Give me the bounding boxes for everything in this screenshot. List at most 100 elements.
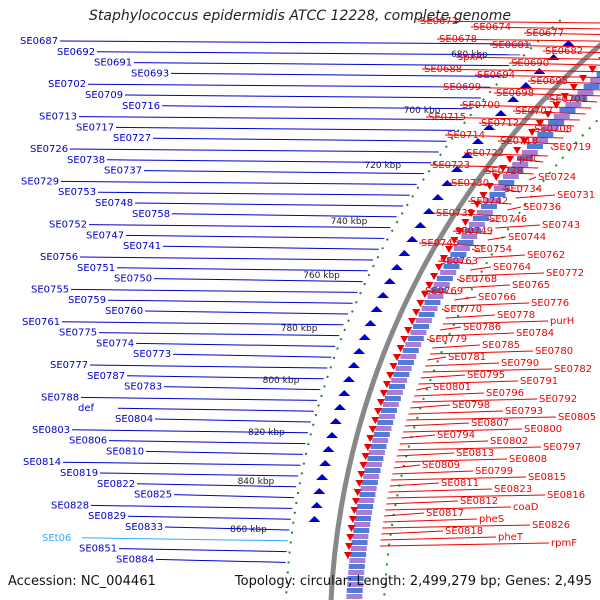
- left-strand-arrow: [338, 390, 351, 396]
- right-label-connector: [441, 308, 449, 313]
- right-gene-label: SE0813: [456, 448, 494, 459]
- left-strand-arrow: [310, 502, 323, 508]
- topology-text: Topology: circular; Length: 2,499,279 bp…: [234, 574, 592, 589]
- left-label-connector: [171, 213, 397, 218]
- right-gene-label: SE0786: [463, 322, 501, 333]
- left-label-connector: [69, 148, 439, 153]
- right-gene-label: SE0784: [516, 328, 554, 339]
- right-label-connector: [455, 56, 600, 60]
- gene-segment: [521, 150, 538, 155]
- left-label-connector: [155, 558, 286, 563]
- kbp-tick-label: 680 kbp: [451, 50, 488, 60]
- left-label-connector: [154, 418, 311, 423]
- right-label-connector: [497, 140, 559, 145]
- right-gene-label: SE0778: [497, 310, 535, 321]
- left-label-connector: [153, 278, 363, 283]
- left-gene-label: SE0691: [94, 58, 132, 69]
- left-strand-arrow: [319, 460, 332, 466]
- right-strand-arrow: [347, 525, 356, 532]
- kbp-tick-label: 720 kbp: [364, 161, 401, 171]
- right-gene-label: SE0812: [460, 496, 498, 507]
- right-gene-label: SE0762: [527, 250, 565, 261]
- gene-segment: [350, 552, 367, 557]
- gene-segment: [427, 294, 444, 299]
- right-label-connector: [425, 362, 500, 367]
- gene-segment: [363, 474, 380, 479]
- right-gene-label: SE0796: [486, 388, 524, 399]
- left-label-connector: [136, 483, 297, 488]
- left-label-connector: [97, 191, 410, 196]
- left-label-connector: [60, 180, 417, 185]
- right-gene-label: SE0765: [512, 280, 550, 291]
- left-strand-arrow: [383, 278, 396, 284]
- right-strand-arrow: [400, 336, 409, 343]
- gene-segment: [457, 240, 474, 245]
- left-gene-label: SE0741: [123, 241, 161, 252]
- gene-segment: [571, 96, 588, 101]
- right-strand-arrow: [416, 300, 425, 307]
- gene-segment: [421, 306, 438, 311]
- right-label-connector: [383, 518, 478, 523]
- right-label-connector: [478, 122, 575, 127]
- left-strand-arrow: [494, 110, 507, 116]
- gene-segment: [413, 324, 430, 329]
- gene-segment: [349, 558, 366, 563]
- gene-segment: [356, 510, 373, 515]
- gene-segment: [347, 582, 364, 587]
- right-strand-arrow: [569, 84, 578, 91]
- left-label-connector: [80, 396, 317, 401]
- right-label-connector: [410, 404, 451, 409]
- right-gene-label: SE0779: [429, 334, 467, 345]
- right-label-connector: [523, 32, 600, 36]
- left-strand-arrow: [370, 306, 383, 312]
- gene-segment: [410, 330, 427, 335]
- right-strand-arrow: [374, 408, 383, 415]
- right-label-connector: [489, 44, 600, 48]
- gene-segment: [577, 90, 594, 95]
- right-label-connector: [395, 458, 508, 463]
- right-gene-label: SE0770: [444, 304, 482, 315]
- left-strand-arrow: [414, 222, 427, 228]
- right-label-connector: [432, 344, 481, 349]
- left-gene-label: SE0747: [86, 230, 124, 241]
- left-label-connector: [127, 515, 291, 520]
- right-label-connector: [381, 530, 444, 535]
- left-strand-arrow: [483, 124, 496, 130]
- left-gene-label: SE0751: [77, 263, 115, 274]
- left-strand-arrow: [329, 418, 342, 424]
- gene-segment: [384, 396, 401, 401]
- left-gene-label: SE0810: [106, 446, 144, 457]
- right-gene-label: SE0749: [455, 226, 493, 237]
- left-gene-label: SE0716: [122, 101, 160, 112]
- map-title: Staphylococcus epidermidis ATCC 12228, c…: [88, 8, 511, 24]
- gene-segment: [489, 192, 506, 197]
- right-label-connector: [474, 74, 600, 79]
- right-strand-arrow: [520, 138, 529, 145]
- right-gene-label: SE0701: [549, 94, 587, 105]
- gene-segment: [468, 222, 485, 227]
- left-label-connector: [118, 548, 287, 553]
- right-gene-label: SE0795: [467, 370, 505, 381]
- right-label-connector: [392, 470, 474, 475]
- gene-segment: [386, 390, 403, 395]
- right-label-connector: [420, 374, 466, 379]
- left-strand-arrow: [347, 362, 360, 368]
- right-strand-arrow: [355, 480, 364, 487]
- kbp-tick-label: 780 kbp: [281, 324, 318, 334]
- left-label-connector: [164, 526, 290, 531]
- kbp-tick-label: 700 kbp: [404, 106, 441, 116]
- kbp-tick-label: 740 kbp: [331, 217, 368, 227]
- right-label-connector: [452, 230, 492, 235]
- left-gene-label: SE0788: [41, 392, 79, 403]
- right-gene-label: SE0802: [490, 436, 528, 447]
- right-gene-label: SE0808: [509, 454, 547, 465]
- gene-segment: [402, 348, 419, 353]
- left-label-connector: [98, 332, 340, 337]
- right-strand-arrow: [368, 426, 377, 433]
- left-gene-label: SE0752: [49, 220, 87, 231]
- gene-segment: [507, 168, 524, 173]
- right-label-connector: [476, 254, 526, 259]
- right-label-connector: [398, 446, 542, 451]
- left-label-connector: [89, 364, 328, 369]
- left-gene-label: SE0753: [58, 187, 96, 198]
